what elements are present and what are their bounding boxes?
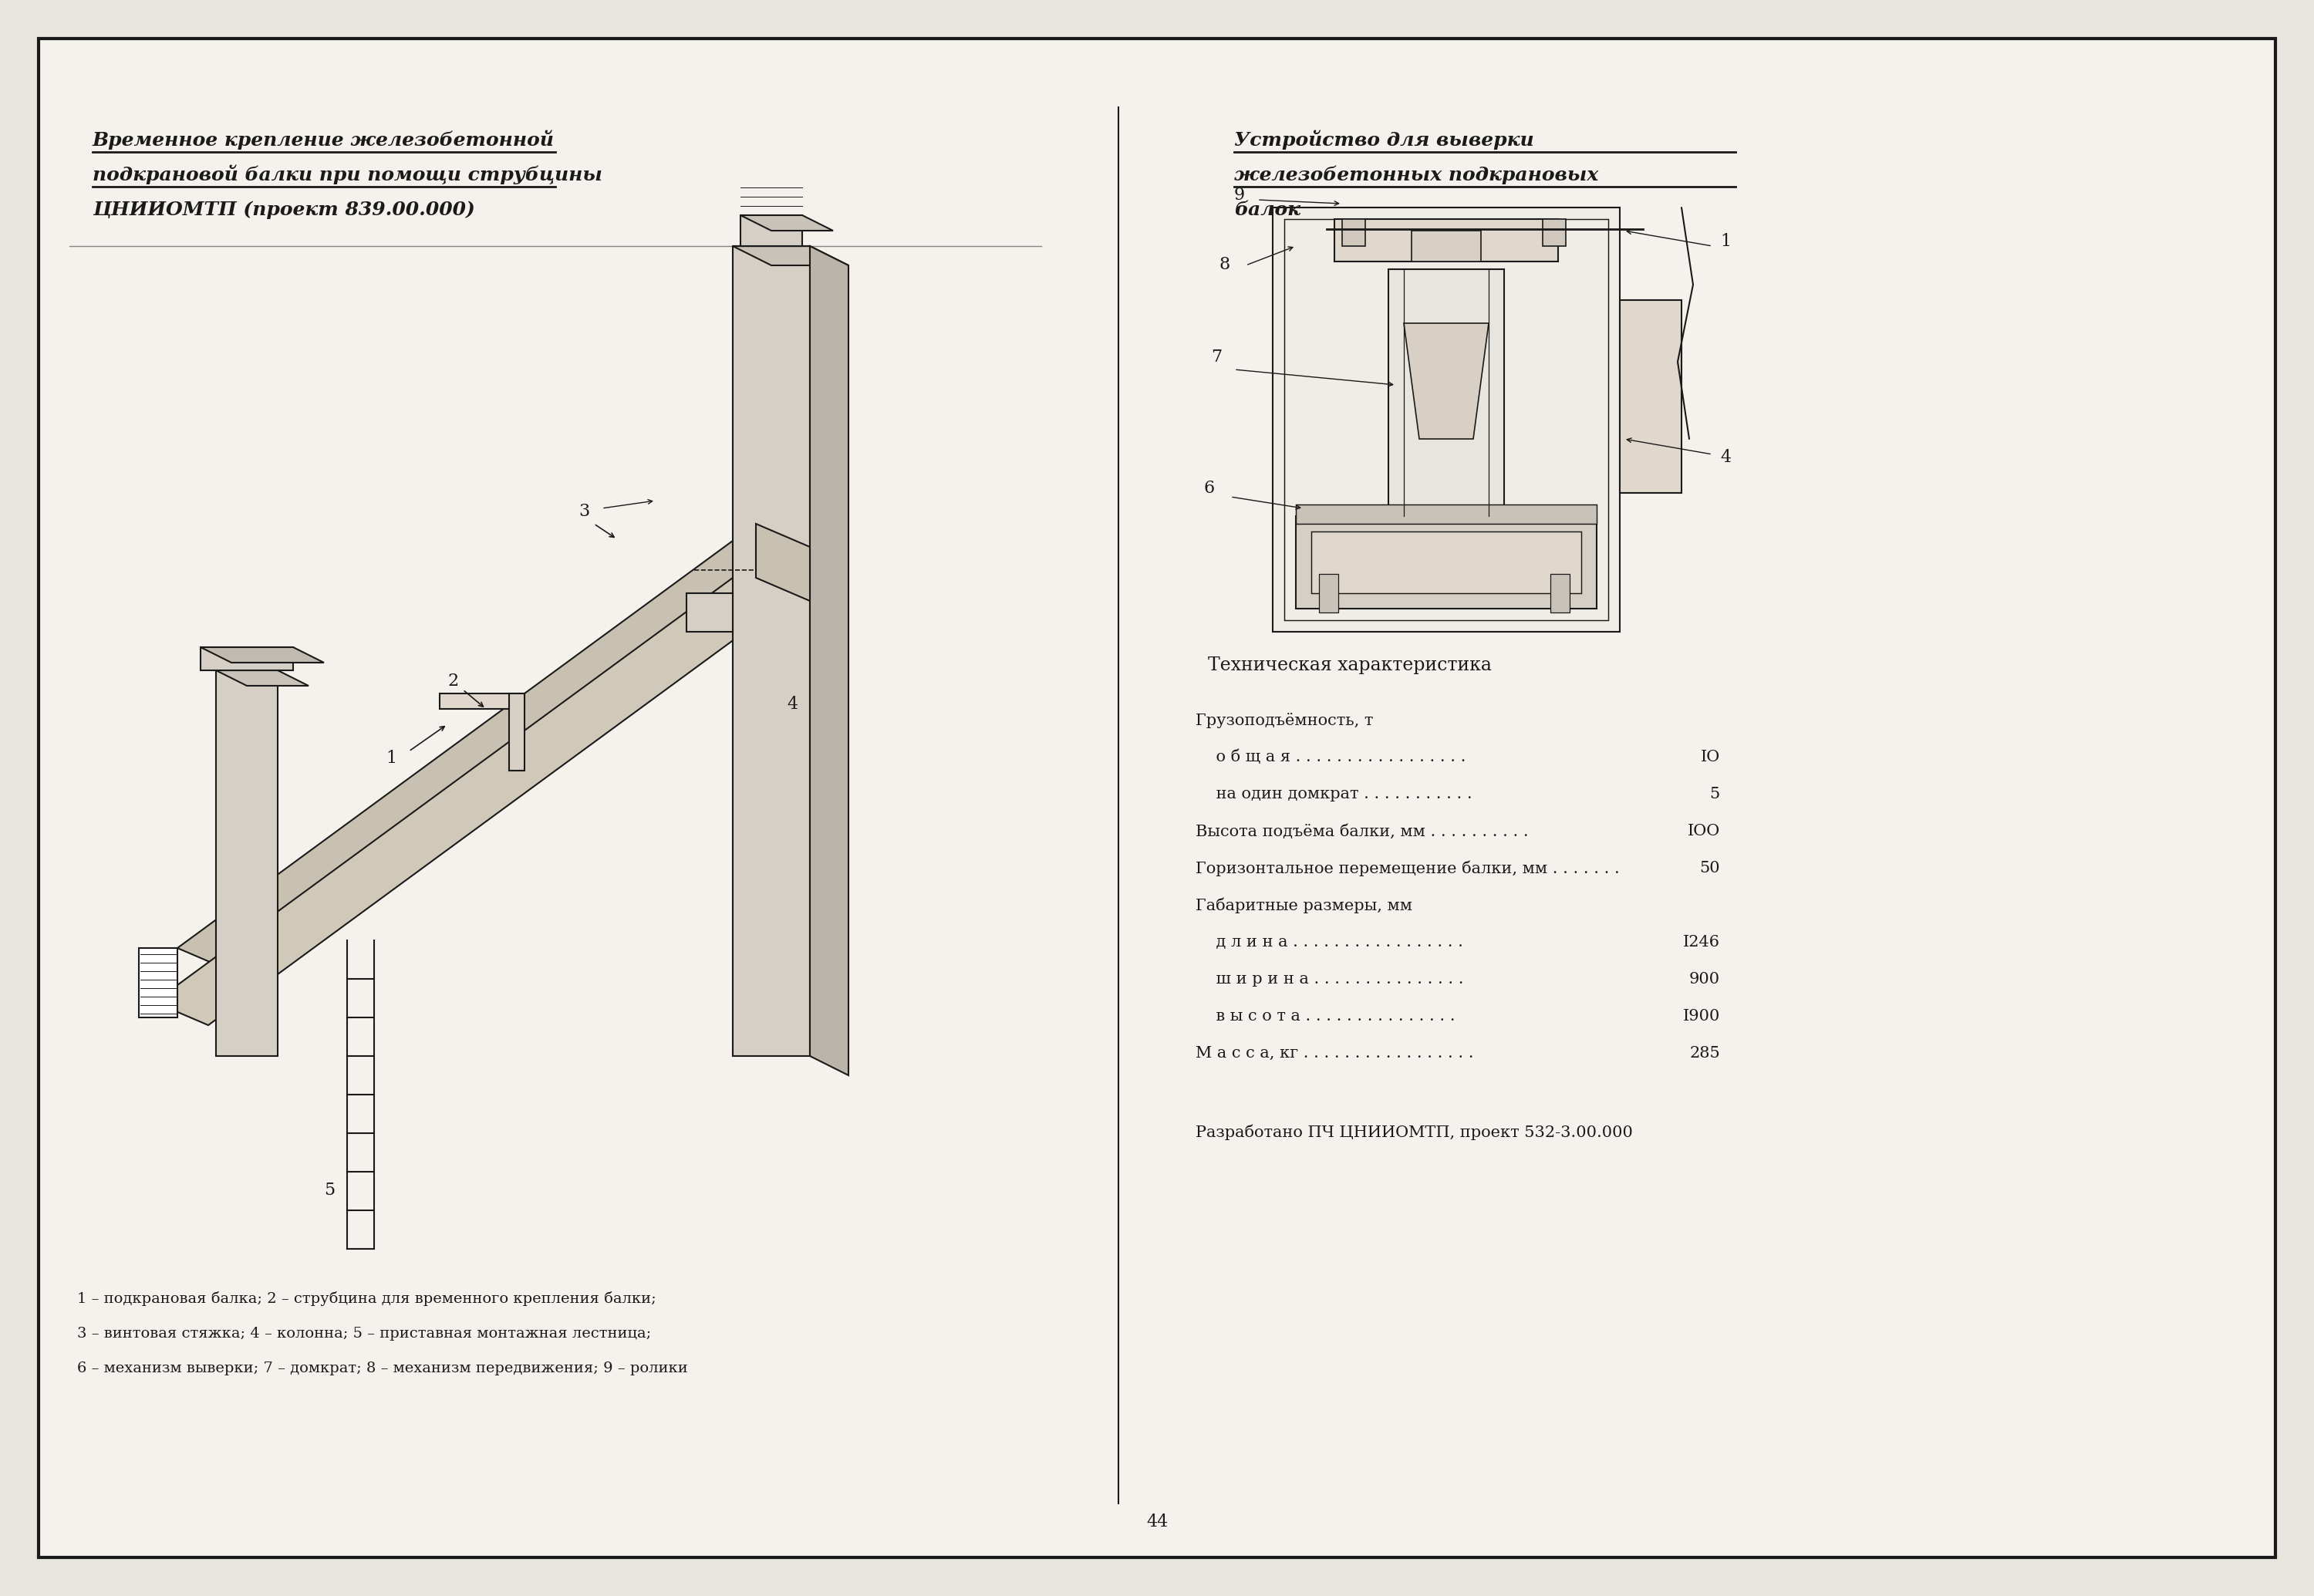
Text: 9: 9 [1233,187,1245,204]
Text: Габаритные размеры, мм: Габаритные размеры, мм [1196,899,1412,913]
Text: Устройство для выверки: Устройство для выверки [1233,129,1534,150]
Bar [1412,231,1481,262]
Polygon shape [178,523,810,972]
Bar [1296,516,1597,608]
Text: М а с с а, кг . . . . . . . . . . . . . . . . .: М а с с а, кг . . . . . . . . . . . . . … [1196,1045,1474,1061]
Text: 1: 1 [1719,233,1731,251]
Bar [1335,219,1557,262]
Text: Временное крепление железобетонной: Временное крепление железобетонной [93,129,555,150]
Text: 5: 5 [1710,787,1719,801]
Bar [1620,300,1682,493]
Bar [1388,270,1504,516]
Text: о б щ а я . . . . . . . . . . . . . . . . .: о б щ а я . . . . . . . . . . . . . . . … [1196,750,1465,764]
Text: в ы с о т а . . . . . . . . . . . . . . .: в ы с о т а . . . . . . . . . . . . . . … [1196,1009,1456,1023]
Text: на один домкрат . . . . . . . . . . .: на один домкрат . . . . . . . . . . . [1196,787,1472,801]
Text: 3: 3 [578,503,590,520]
Polygon shape [139,948,178,1018]
Text: Грузоподъёмность, т: Грузоподъёмность, т [1196,713,1372,728]
Bar [1273,207,1620,632]
Text: Разработано ПЧ ЦНИИОМТП, проект 532-3.00.000: Разработано ПЧ ЦНИИОМТП, проект 532-3.00… [1196,1124,1634,1140]
Polygon shape [740,215,803,246]
Text: 8: 8 [1219,255,1229,273]
Polygon shape [810,246,849,1076]
Text: 5: 5 [324,1181,336,1199]
Text: IOO: IOO [1687,824,1719,838]
Polygon shape [155,578,787,1025]
Polygon shape [740,215,833,231]
Polygon shape [215,670,308,686]
Polygon shape [201,648,324,662]
Text: д л и н а . . . . . . . . . . . . . . . . .: д л и н а . . . . . . . . . . . . . . . … [1196,935,1462,950]
Polygon shape [687,594,734,632]
Text: ш и р и н а . . . . . . . . . . . . . . .: ш и р и н а . . . . . . . . . . . . . . … [1196,972,1465,986]
Text: I900: I900 [1682,1009,1719,1023]
Text: 44: 44 [1145,1513,1169,1531]
Text: 4: 4 [1719,448,1731,466]
Polygon shape [757,523,810,602]
Polygon shape [201,648,294,670]
Text: 4: 4 [787,696,798,713]
Bar [1543,219,1567,246]
Text: 7: 7 [1210,348,1222,365]
Bar [1319,575,1337,613]
Polygon shape [215,670,278,1057]
Polygon shape [787,547,810,640]
Polygon shape [440,694,525,709]
Text: железобетонных подкрановых: железобетонных подкрановых [1233,166,1599,185]
Text: 1: 1 [386,750,396,766]
Polygon shape [757,523,810,586]
Text: I246: I246 [1682,935,1719,950]
Text: 2: 2 [447,672,458,689]
Text: IO: IO [1701,750,1719,764]
Text: балок: балок [1233,201,1300,219]
Text: 50: 50 [1698,860,1719,876]
Text: Горизонтальное перемещение балки, мм . . . . . . .: Горизонтальное перемещение балки, мм . .… [1196,860,1620,876]
Polygon shape [1405,324,1488,439]
Bar [1312,531,1580,594]
Bar [1550,575,1569,613]
Text: 285: 285 [1689,1045,1719,1061]
Text: подкрановой балки при помощи струбцины: подкрановой балки при помощи струбцины [93,164,602,185]
Text: 6: 6 [1203,480,1215,496]
Text: 3 – винтовая стяжка; 4 – колонна; 5 – приставная монтажная лестница;: 3 – винтовая стяжка; 4 – колонна; 5 – пр… [76,1326,650,1341]
Polygon shape [509,694,525,771]
Text: Высота подъёма балки, мм . . . . . . . . . .: Высота подъёма балки, мм . . . . . . . .… [1196,824,1530,839]
Polygon shape [734,246,849,265]
Text: 900: 900 [1689,972,1719,986]
Text: 6 – механизм выверки; 7 – домкрат; 8 – механизм передвижения; 9 – ролики: 6 – механизм выверки; 7 – домкрат; 8 – м… [76,1361,687,1376]
Bar [1284,219,1608,621]
Text: Техническая характеристика: Техническая характеристика [1208,656,1493,674]
Polygon shape [734,246,810,1057]
Text: 1 – подкрановая балка; 2 – струбцина для временного крепления балки;: 1 – подкрановая балка; 2 – струбцина для… [76,1291,657,1306]
Bar [1342,219,1365,246]
Bar [1296,504,1597,523]
Text: ЦНИИОМТП (проект 839.00.000): ЦНИИОМТП (проект 839.00.000) [93,201,474,219]
